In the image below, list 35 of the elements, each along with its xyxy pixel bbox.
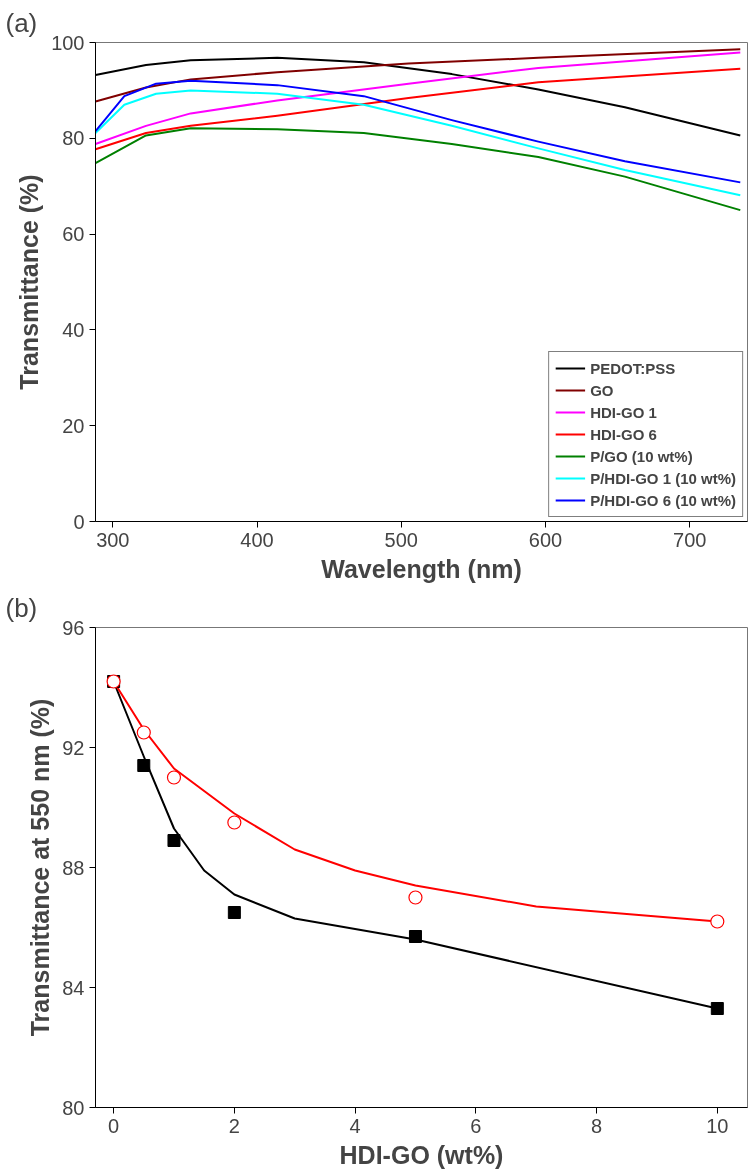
y-tick-label: 60 bbox=[62, 223, 85, 246]
legend-label: P/HDI-GO 1 (10 wt%) bbox=[590, 469, 736, 487]
legend-label: PEDOT:PSS bbox=[590, 359, 676, 377]
y-tick-label: 20 bbox=[62, 414, 85, 437]
y-axis-title: Transmittance (%) bbox=[15, 174, 44, 390]
x-axis-title: HDI-GO (wt%) bbox=[339, 1140, 504, 1169]
x-tick-label: 2 bbox=[228, 1114, 240, 1137]
x-tick-label: 700 bbox=[673, 528, 707, 551]
x-tick-label: 8 bbox=[591, 1114, 603, 1137]
x-tick-label: 400 bbox=[240, 528, 274, 551]
y-tick-label: 96 bbox=[62, 616, 85, 639]
y-axis-title: Transmittance at 550 nm (%) bbox=[26, 698, 55, 1037]
y-tick-label: 88 bbox=[62, 856, 85, 879]
legend-label: P/HDI-GO 6 (10 wt%) bbox=[590, 491, 736, 509]
text: (b) bbox=[5, 592, 38, 623]
y-tick-label: 84 bbox=[62, 976, 85, 999]
y-tick-label: 0 bbox=[73, 510, 85, 533]
x-tick-label: 500 bbox=[384, 528, 418, 551]
x-tick-label: 600 bbox=[528, 528, 563, 551]
y-tick-label: 92 bbox=[62, 736, 85, 759]
legend-label: HDI-GO 1 bbox=[590, 403, 657, 421]
x-axis-title: Wavelength (nm) bbox=[321, 554, 522, 583]
y-tick-label: 40 bbox=[62, 318, 85, 341]
y-tick-label: 100 bbox=[51, 31, 85, 54]
text: (a) bbox=[5, 7, 38, 38]
legend-label: GO bbox=[590, 381, 614, 399]
y-tick-label: 80 bbox=[62, 127, 85, 150]
x-tick-label: 4 bbox=[349, 1114, 361, 1137]
x-tick-label: 6 bbox=[470, 1114, 482, 1137]
legend-label: P/GO (10 wt%) bbox=[590, 447, 693, 465]
legend-label: HDI-GO 6 bbox=[590, 425, 657, 443]
y-tick-label: 80 bbox=[62, 1096, 85, 1119]
x-tick-label: 300 bbox=[96, 528, 130, 551]
x-tick-label: 10 bbox=[706, 1114, 729, 1137]
x-tick-label: 0 bbox=[108, 1114, 120, 1137]
